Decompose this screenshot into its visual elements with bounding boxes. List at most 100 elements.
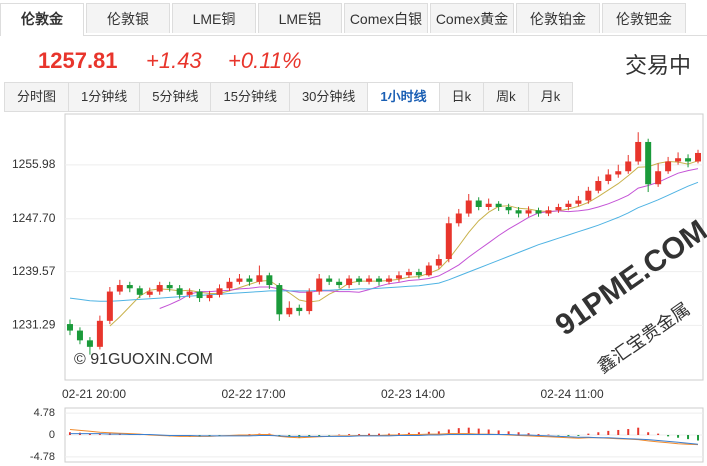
candle-body <box>455 213 462 224</box>
status: 交易中 <box>624 53 691 78</box>
macd-bar <box>348 434 351 435</box>
market-tab[interactable]: 伦敦铂金 <box>516 3 600 33</box>
y-tick-label: 4.78 <box>34 407 55 419</box>
macd-bar <box>587 433 590 435</box>
candle-body <box>136 288 143 295</box>
macd-bar <box>467 427 470 435</box>
quote-bar: 1257.81 +1.43 +0.11% 交易中 <box>0 44 707 80</box>
macd-bar <box>657 433 660 435</box>
candle-body <box>356 278 363 282</box>
macd-bar <box>667 435 670 437</box>
candle-body <box>236 278 243 282</box>
candle-body <box>106 291 113 321</box>
market-tab[interactable]: Comex黄金 <box>430 3 514 33</box>
macd-bar <box>387 433 390 435</box>
macd-bar <box>407 432 410 435</box>
macd-bar <box>477 428 480 435</box>
candle-body <box>515 210 522 214</box>
candle-body <box>66 324 73 331</box>
macd-bar <box>397 433 400 435</box>
candle-body <box>366 278 373 282</box>
candle-body <box>76 330 83 341</box>
candle-body <box>505 207 512 211</box>
market-tab[interactable]: LME铝 <box>258 3 342 33</box>
candle-body <box>86 340 93 347</box>
candle-body <box>146 291 153 295</box>
candle-body <box>645 141 652 185</box>
average-line <box>69 181 699 302</box>
period-tab[interactable]: 日k <box>438 82 485 112</box>
macd-bar <box>358 434 361 435</box>
candle-body <box>625 161 632 172</box>
change: +1.43 <box>146 48 202 73</box>
market-tab[interactable]: 伦敦钯金 <box>602 3 686 33</box>
y-tick-label: 1247.70 <box>12 211 56 225</box>
y-tick-label: 1239.57 <box>12 264 56 278</box>
candle-body <box>196 291 203 299</box>
candle-body <box>385 278 392 282</box>
macd-bar <box>637 427 640 435</box>
candle-body <box>535 210 542 214</box>
period-tab[interactable]: 1小时线 <box>367 82 440 112</box>
macd-bar <box>328 435 331 436</box>
candle-body <box>415 272 422 276</box>
x-tick-label: 02-22 17:00 <box>221 387 285 401</box>
y-tick-label: 1231.29 <box>12 318 56 332</box>
macd-bar <box>98 434 101 435</box>
market-tab[interactable]: 伦敦银 <box>86 3 170 33</box>
macd-bar <box>517 432 520 435</box>
candle-body <box>226 281 233 289</box>
macd-bar <box>557 435 560 436</box>
period-tab[interactable]: 分时图 <box>4 82 70 112</box>
candle-body <box>176 288 183 295</box>
macd-bar <box>617 429 620 435</box>
macd-bar <box>88 433 91 435</box>
macd-bar <box>338 434 341 436</box>
candle-body <box>276 285 283 315</box>
macd-bar <box>447 429 450 435</box>
market-tab[interactable]: LME铜 <box>172 3 256 33</box>
candle-body <box>595 180 602 191</box>
period-tab[interactable]: 1分钟线 <box>68 82 141 112</box>
candle-body <box>445 223 452 260</box>
price: 1257.81 <box>38 48 118 73</box>
candle-body <box>306 291 313 312</box>
macd-bar <box>697 435 700 441</box>
macd-bar <box>627 429 630 435</box>
candle-body <box>655 171 662 185</box>
candle-body <box>395 275 402 279</box>
candle-body <box>256 275 263 282</box>
watermark: © 91GUOXIN.COM <box>74 351 213 368</box>
candle-body <box>116 285 123 292</box>
macd-bar <box>607 430 610 435</box>
candle-body <box>326 278 333 282</box>
market-tabs: 伦敦金 伦敦银 LME铜 LME铝 Comex白银 Comex黄金 伦敦铂金 伦敦钯金 <box>0 0 707 36</box>
market-tab[interactable]: Comex白银 <box>344 3 428 33</box>
candle-body <box>246 278 253 282</box>
average-line <box>70 433 699 445</box>
macd-bar <box>68 432 71 435</box>
period-tab[interactable]: 月k <box>527 82 574 112</box>
candle-body <box>685 158 692 162</box>
period-tabs: 分时图 1分钟线 5分钟线 15分钟线 30分钟线 1小时线 日k 周k 月k <box>4 82 574 112</box>
macd-bar <box>577 435 580 436</box>
period-tab[interactable]: 5分钟线 <box>139 82 212 112</box>
macd-bar <box>597 432 600 435</box>
candle-body <box>96 320 103 347</box>
candle-body <box>495 203 502 208</box>
candle-body <box>605 174 612 181</box>
macd-bar <box>497 430 500 435</box>
candle-body <box>405 272 412 276</box>
candle-body <box>675 158 682 162</box>
candle-body <box>346 278 353 286</box>
candle-body <box>156 285 163 292</box>
macd-bar <box>527 433 530 435</box>
macd-bar <box>537 434 540 435</box>
market-tab[interactable]: 伦敦金 <box>0 3 84 36</box>
candle-body <box>695 152 702 162</box>
period-tab[interactable]: 30分钟线 <box>288 82 369 112</box>
period-tab[interactable]: 15分钟线 <box>210 82 290 112</box>
candle-body <box>485 203 492 208</box>
